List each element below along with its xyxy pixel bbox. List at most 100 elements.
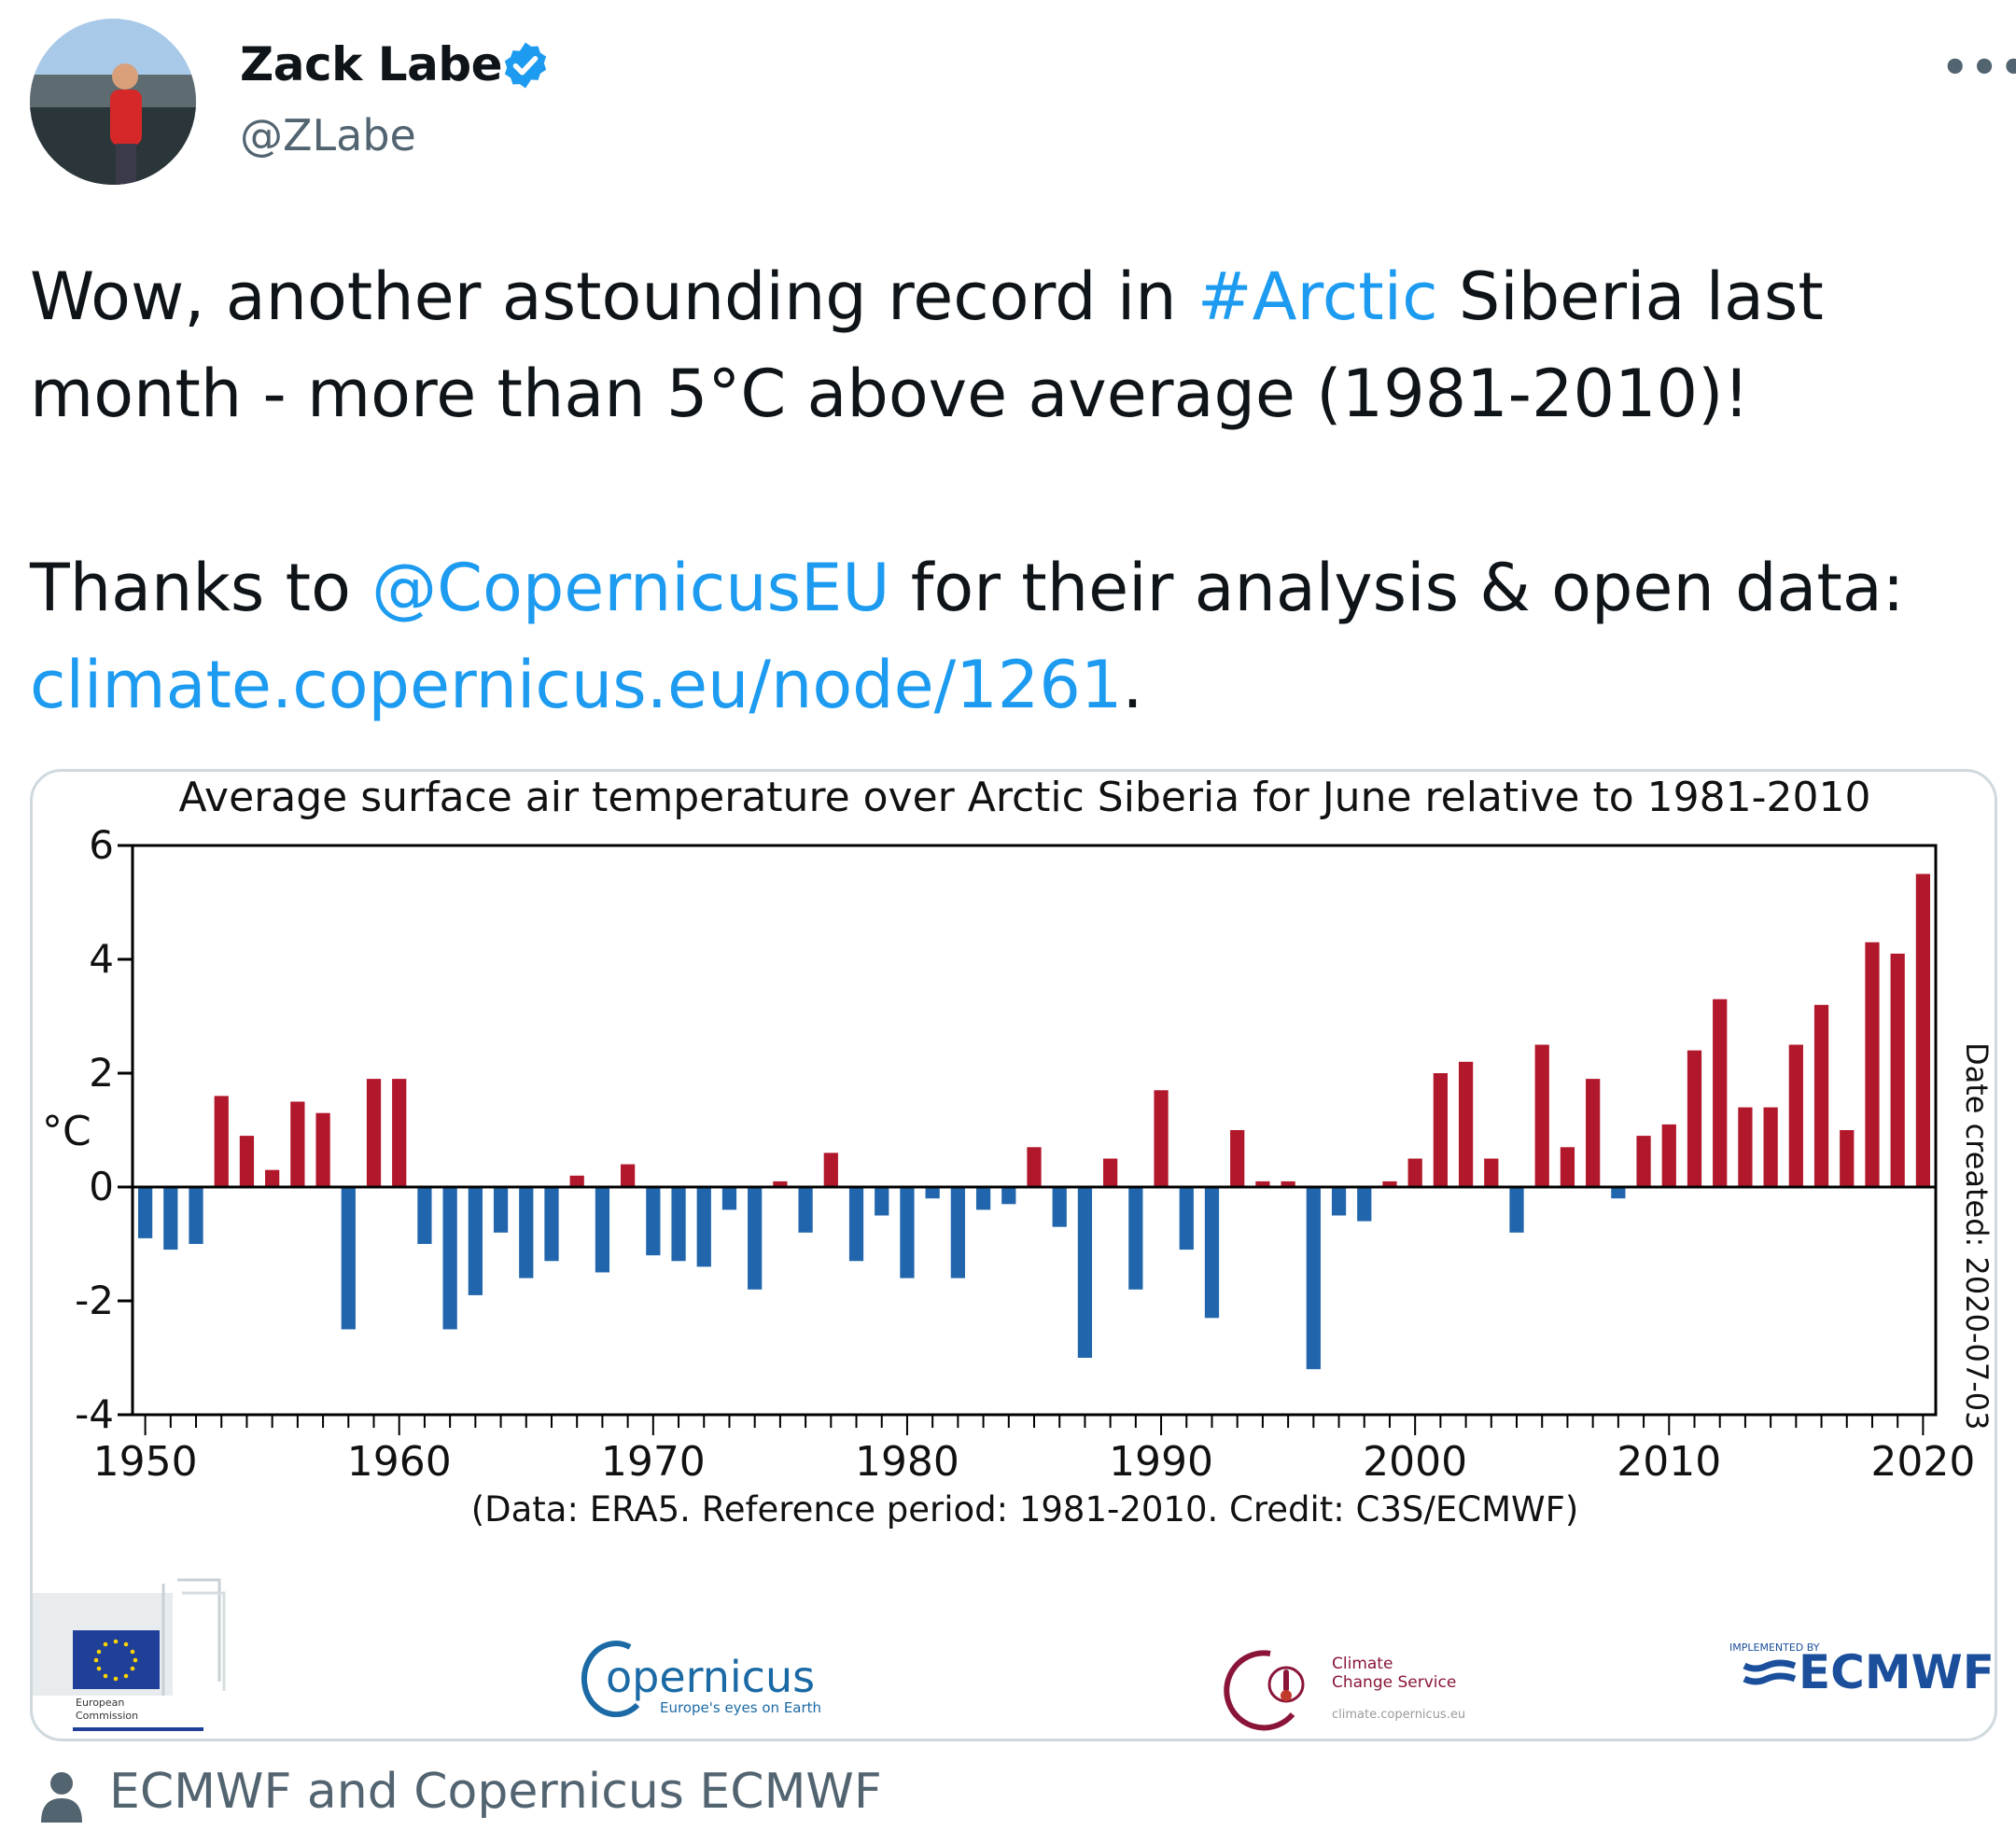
temperature-bar-chart: Average surface air temperature over Arc… [42,774,1995,1530]
y-tick-label: 2 [89,1050,114,1096]
bar-2017 [1840,1130,1855,1187]
c3s-url: climate.copernicus.eu [1332,1708,1465,1722]
bar-1969 [621,1164,636,1187]
bar-2019 [1890,953,1905,1187]
bar-1977 [823,1152,838,1187]
bar-2001 [1433,1073,1448,1187]
bar-1952 [189,1187,203,1244]
european-commission-logo: European Commission [33,1578,226,1731]
bar-2018 [1865,942,1880,1187]
bar-2014 [1763,1107,1778,1187]
x-tick-label: 2010 [1617,1438,1721,1486]
bar-1973 [721,1187,737,1210]
y-tick-label: -2 [75,1278,114,1323]
x-tick-label: 2020 [1870,1438,1975,1486]
bar-2012 [1713,999,1728,1187]
bar-1950 [137,1187,153,1238]
bar-1984 [1001,1187,1016,1205]
bar-1974 [748,1187,763,1290]
chart-caption: (Data: ERA5. Reference period: 1981-2010… [471,1489,1579,1530]
x-tick-label: 1960 [347,1438,452,1486]
tweet-text: Wow, another astounding record in #Arcti… [30,248,1981,733]
bar-1990 [1154,1090,1169,1187]
bar-1975 [773,1180,788,1187]
author-handle[interactable]: @ZLabe [240,110,416,161]
bar-1957 [315,1112,330,1187]
bar-1980 [900,1187,915,1278]
c3s-label-1: Climate [1332,1655,1393,1673]
bar-2020 [1915,873,1931,1187]
bar-1953 [214,1096,229,1187]
logo-strip: European Commission opernicus Europe's e… [33,1578,1995,1731]
bar-1963 [468,1187,483,1295]
tweet-text-segment: Thanks to [30,550,372,626]
copernicus-wordmark: opernicus [606,1652,815,1702]
bar-2010 [1661,1124,1676,1187]
y-tick-label: 6 [89,822,114,868]
bar-2000 [1407,1158,1422,1187]
bar-1970 [646,1187,661,1256]
bar-1983 [975,1187,991,1210]
bar-1966 [544,1187,559,1262]
bar-2016 [1813,1004,1829,1187]
bar-1958 [341,1187,356,1330]
bar-1959 [366,1079,382,1187]
bar-2004 [1509,1187,1524,1233]
bar-1956 [290,1101,305,1187]
bar-2015 [1788,1044,1803,1187]
bar-1960 [392,1079,407,1187]
bar-1993 [1230,1130,1245,1187]
mention-link[interactable]: @CopernicusEU [371,550,890,626]
ec-label-1: European [76,1697,124,1709]
climate-change-service-logo: Climate Change Service climate.copernicu… [1224,1650,1465,1731]
bar-2008 [1611,1187,1626,1199]
bar-1967 [569,1175,584,1187]
person-icon [41,1772,82,1823]
bar-1981 [925,1187,940,1199]
bar-1955 [265,1169,280,1187]
chart-title: Average surface air temperature over Arc… [179,774,1871,821]
y-tick-label: 4 [89,936,114,982]
bar-1962 [442,1187,457,1330]
bar-1985 [1027,1147,1042,1187]
bar-1964 [493,1187,509,1233]
y-tick-label: -4 [75,1391,114,1437]
avatar[interactable] [30,19,196,185]
bar-1994 [1255,1180,1270,1187]
bar-1999 [1382,1180,1397,1187]
verified-badge-icon [504,42,547,89]
ecmwf-logo: IMPLEMENTED BY ECMWF [1729,1641,1995,1699]
bar-1988 [1103,1158,1118,1187]
author-name[interactable]: Zack Labe [240,37,503,91]
x-tick-label: 1950 [93,1438,198,1486]
bar-1968 [595,1187,610,1273]
ec-label-2: Commission [76,1710,138,1722]
bar-1951 [163,1187,178,1250]
bar-2006 [1560,1147,1575,1187]
bar-2011 [1687,1050,1702,1187]
tweet-text-segment: . [1122,647,1143,723]
bar-1982 [950,1187,965,1278]
bar-1961 [417,1187,432,1244]
bar-1989 [1128,1187,1143,1290]
ecmwf-swirl-icon [1743,1659,1797,1685]
bar-2013 [1738,1107,1753,1187]
bar-2005 [1534,1044,1549,1187]
copernicus-logo: opernicus Europe's eyes on Earth [581,1641,821,1718]
x-tick-label: 1970 [601,1438,706,1486]
bar-1976 [798,1187,813,1233]
more-options-icon[interactable]: ••• [1941,42,2016,92]
bar-1997 [1331,1187,1347,1216]
x-tick-label: 2000 [1363,1438,1467,1486]
ecmwf-small-label: IMPLEMENTED BY [1729,1641,1820,1654]
y-axis-label: °C [42,1108,91,1155]
image-source-label[interactable]: ECMWF and Copernicus ECMWF [109,1764,882,1820]
bar-2003 [1484,1158,1499,1187]
bar-2002 [1458,1061,1474,1187]
url-link[interactable]: climate.copernicus.eu/node/1261 [30,647,1123,723]
y-tick-label: 0 [89,1164,114,1209]
tweet-text-segment: Wow, another astounding record in [30,258,1197,335]
bar-1996 [1306,1187,1321,1370]
hashtag-link[interactable]: #Arctic [1197,258,1438,335]
media-card[interactable]: Average surface air temperature over Arc… [30,769,1997,1741]
